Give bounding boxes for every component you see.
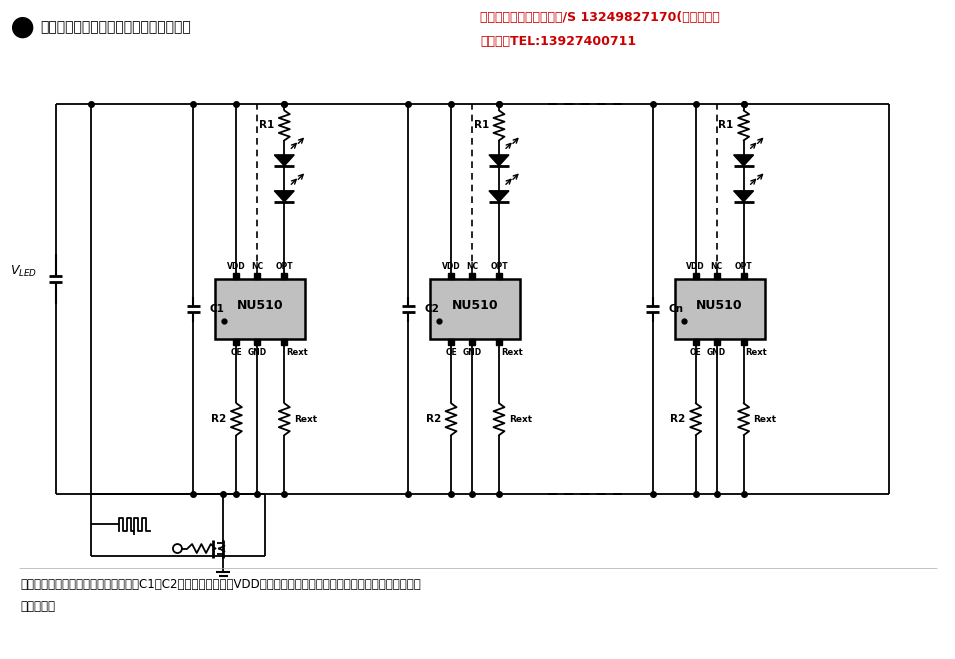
- Text: Cn: Cn: [668, 304, 684, 314]
- Bar: [496, 273, 502, 279]
- Bar: [282, 273, 287, 279]
- Polygon shape: [733, 155, 753, 166]
- Text: OE: OE: [445, 348, 456, 357]
- Text: Rext: Rext: [286, 348, 308, 357]
- Polygon shape: [489, 155, 509, 166]
- Text: 備註：雙色溫調光調色主要是通過改變C1、C2容量的大小，造成VDD的上電時間延時不同。多顆電容順序增大，就能產流: 備註：雙色溫調光調色主要是通過改變C1、C2容量的大小，造成VDD的上電時間延時…: [21, 579, 421, 592]
- Bar: [254, 273, 260, 279]
- Text: R2: R2: [670, 415, 686, 424]
- Polygon shape: [733, 191, 753, 202]
- Text: OPT: OPT: [490, 262, 508, 272]
- Text: C1: C1: [209, 304, 224, 314]
- Text: Rext: Rext: [501, 348, 522, 357]
- Text: Rext: Rext: [509, 415, 532, 424]
- Text: Rext: Rext: [294, 415, 317, 424]
- Text: R1: R1: [259, 121, 274, 130]
- Text: NC: NC: [466, 262, 478, 272]
- Bar: [741, 273, 747, 279]
- Bar: [233, 273, 240, 279]
- Text: $V_{LED}$: $V_{LED}$: [11, 264, 37, 279]
- Text: R2: R2: [211, 415, 226, 424]
- Polygon shape: [274, 155, 294, 166]
- Text: 雙色溫調光及流星燈（汽車轉向燈）應用: 雙色溫調光及流星燈（汽車轉向燈）應用: [41, 20, 191, 35]
- Text: VDD: VDD: [227, 262, 245, 272]
- Bar: [469, 339, 475, 345]
- Circle shape: [12, 18, 32, 38]
- Text: 一级代理商诚信联科技古/S 13249827170(微信同步）: 一级代理商诚信联科技古/S 13249827170(微信同步）: [480, 11, 720, 24]
- Bar: [448, 273, 454, 279]
- Polygon shape: [274, 191, 294, 202]
- Text: GND: GND: [247, 348, 266, 357]
- Bar: [430, 279, 520, 339]
- Text: GND: GND: [462, 348, 481, 357]
- Text: NU510: NU510: [696, 299, 743, 312]
- Text: GND: GND: [707, 348, 726, 357]
- Text: NU510: NU510: [452, 299, 499, 312]
- Bar: [692, 339, 698, 345]
- Text: OE: OE: [690, 348, 702, 357]
- Text: OPT: OPT: [734, 262, 753, 272]
- Text: NU510: NU510: [237, 299, 284, 312]
- Bar: [233, 339, 240, 345]
- Bar: [469, 273, 475, 279]
- Text: VDD: VDD: [442, 262, 460, 272]
- Bar: [254, 339, 260, 345]
- Text: C2: C2: [424, 304, 439, 314]
- Bar: [216, 279, 306, 339]
- Bar: [496, 339, 502, 345]
- Text: 技术支持TEL:13927400711: 技术支持TEL:13927400711: [480, 35, 636, 48]
- Bar: [675, 279, 765, 339]
- Bar: [713, 273, 719, 279]
- Text: NC: NC: [711, 262, 723, 272]
- Text: R2: R2: [426, 415, 441, 424]
- Text: OPT: OPT: [275, 262, 293, 272]
- Bar: [282, 339, 287, 345]
- Text: VDD: VDD: [687, 262, 705, 272]
- Text: OE: OE: [230, 348, 243, 357]
- Bar: [448, 339, 454, 345]
- Text: Rext: Rext: [746, 348, 768, 357]
- Bar: [713, 339, 719, 345]
- Polygon shape: [489, 191, 509, 202]
- Text: NC: NC: [251, 262, 264, 272]
- Text: Rext: Rext: [753, 415, 776, 424]
- Text: R1: R1: [474, 121, 489, 130]
- Bar: [692, 273, 698, 279]
- Text: R1: R1: [718, 121, 733, 130]
- Text: 量燈效果。: 量燈效果。: [21, 600, 55, 614]
- Bar: [741, 339, 747, 345]
